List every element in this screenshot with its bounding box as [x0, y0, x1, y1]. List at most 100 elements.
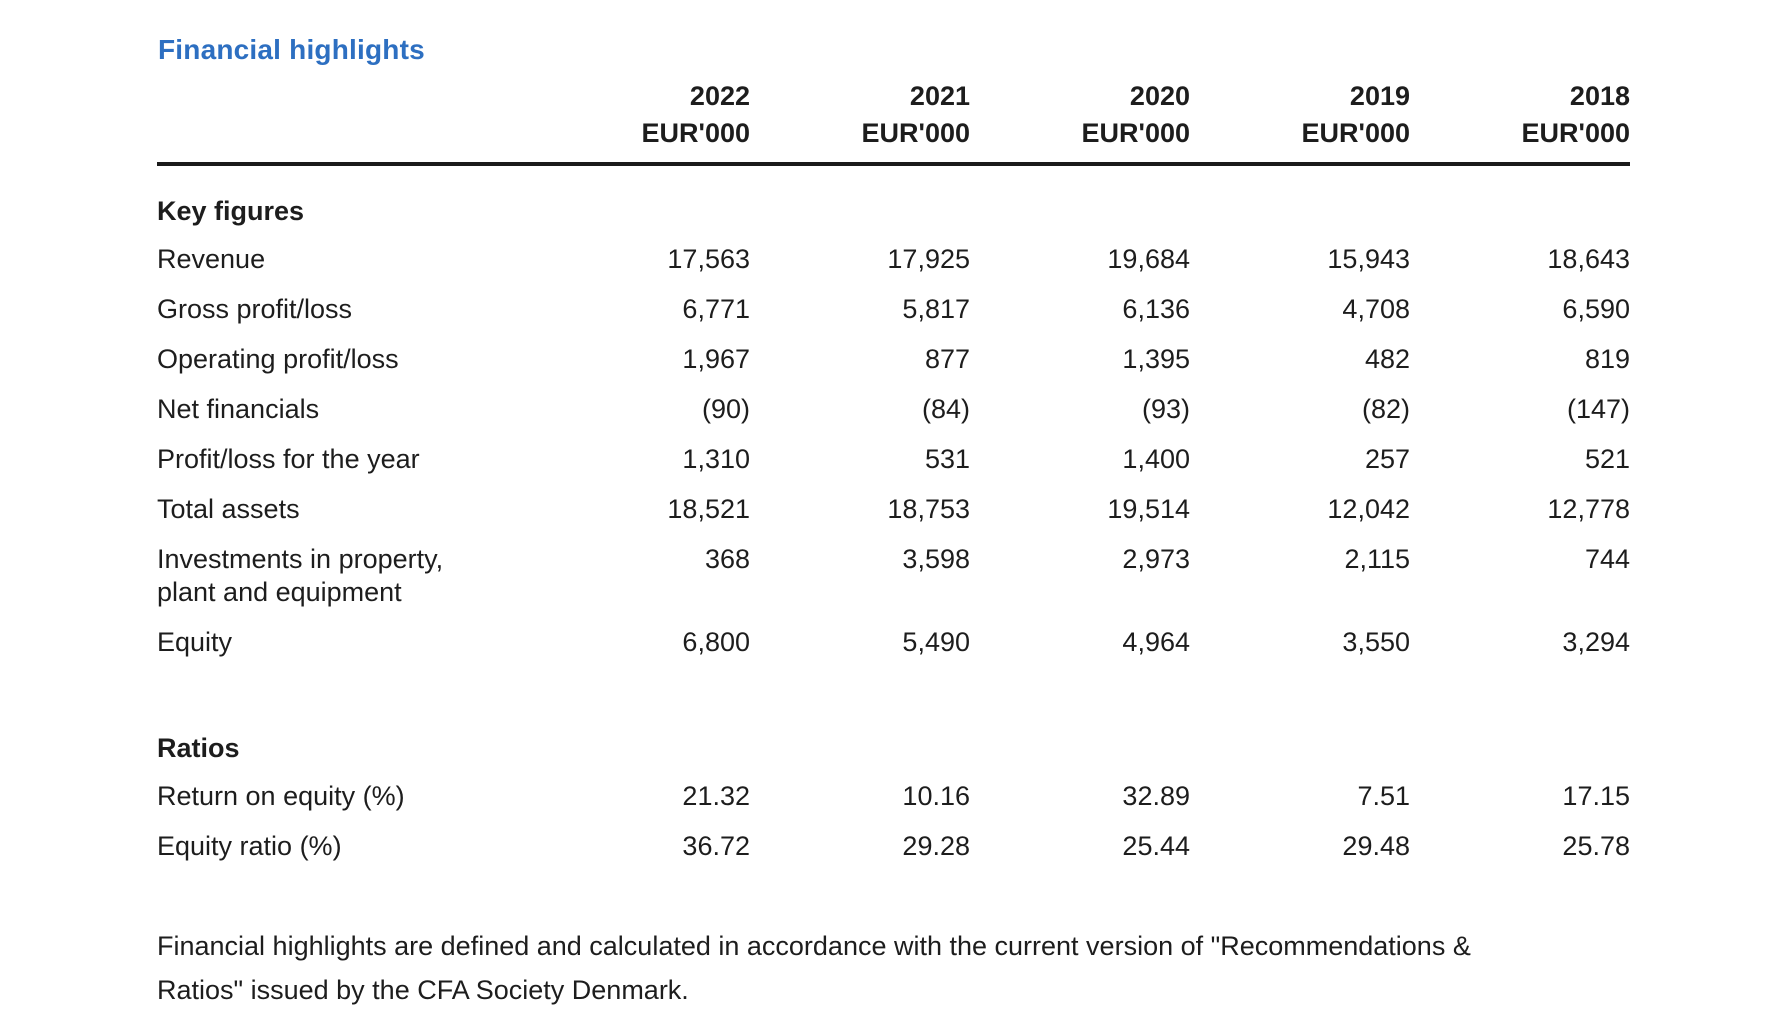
empty-cell	[1190, 668, 1410, 772]
unit-header-2021: EUR'000	[750, 115, 970, 166]
cell-value: 482	[1364, 344, 1410, 374]
financial-highlights-table: 2022 2021 2020 2019 2018 EUR'000 EUR'000 EUR'0…	[157, 78, 1630, 872]
table-row: Revenue 17,563 17,925 19,684 15,943 18,643	[157, 235, 1630, 285]
row-label: Net financials	[157, 394, 320, 424]
empty-cell	[970, 164, 1190, 235]
row-label: Equity ratio (%)	[157, 831, 342, 861]
table-row: Return on equity (%) 21.32 10.16 32.89 7.51 1…	[157, 772, 1630, 822]
row-label: Total assets	[157, 494, 300, 524]
table-header: 2022 2021 2020 2019 2018 EUR'000 EUR'000 EUR'0…	[157, 78, 1630, 166]
section-heading: Ratios	[157, 733, 240, 763]
cell-value: 19,514	[1107, 494, 1190, 524]
cell-value: 368	[704, 544, 750, 574]
table-body: Key figures Revenue 17,563 17,925 19,684 15,9…	[157, 164, 1630, 872]
row-label: Gross profit/loss	[157, 294, 353, 324]
footnote-line-2: Ratios" issued by the CFA Society Denmar…	[157, 975, 689, 1005]
section-heading: Key figures	[157, 196, 305, 226]
header-spacer	[157, 115, 530, 166]
unit-header-row: EUR'000 EUR'000 EUR'000 EUR'000 EUR'000	[157, 115, 1630, 166]
cell-value: 17.15	[1562, 781, 1630, 811]
cell-value: 17,563	[667, 244, 750, 274]
row-label: Revenue	[157, 244, 266, 274]
cell-value: 1,310	[682, 444, 750, 474]
row-label: Operating profit/loss	[157, 344, 399, 374]
cell-value: 18,521	[667, 494, 750, 524]
cell-value: 744	[1584, 544, 1630, 574]
unit-header-2019: EUR'000	[1190, 115, 1410, 166]
cell-value: 2,115	[1344, 544, 1410, 574]
cell-value: 4,708	[1342, 294, 1410, 324]
empty-cell	[530, 164, 750, 235]
year-header-2018: 2018	[1569, 81, 1630, 111]
empty-cell	[750, 668, 970, 772]
cell-value: 1,400	[1122, 444, 1190, 474]
table-row: Gross profit/loss 6,771 5,817 6,136 4,708 6,5…	[157, 285, 1630, 335]
row-label: Profit/loss for the year	[157, 444, 420, 474]
year-header-row: 2022 2021 2020 2019 2018	[157, 78, 1630, 115]
cell-value: 21.32	[682, 781, 750, 811]
cell-value: 25.44	[1122, 831, 1190, 861]
cell-value: 29.48	[1342, 831, 1410, 861]
cell-value: 1,395	[1122, 344, 1190, 374]
cell-value: 6,771	[682, 294, 750, 324]
cell-value: 6,590	[1562, 294, 1630, 324]
row-label: Return on equity (%)	[157, 781, 405, 811]
cell-value: 19,684	[1107, 244, 1190, 274]
cell-value: (82)	[1361, 394, 1410, 424]
cell-value: 18,643	[1547, 244, 1630, 274]
cell-value: 17,925	[887, 244, 970, 274]
cell-value: 12,042	[1327, 494, 1410, 524]
cell-value: 1,967	[682, 344, 750, 374]
row-label: Equity	[157, 627, 233, 657]
row-label: Investments in property, plant and equipm…	[157, 544, 444, 607]
cell-value: 18,753	[887, 494, 970, 524]
cell-value: (84)	[921, 394, 970, 424]
empty-cell	[970, 668, 1190, 772]
empty-cell	[750, 164, 970, 235]
section-heading-row: Key figures	[157, 164, 1630, 235]
cell-value: 29.28	[902, 831, 970, 861]
cell-value: 3,598	[902, 544, 970, 574]
financial-highlights-page: Financial highlights 2022 2021 2020 2019 201…	[157, 34, 1630, 1012]
page-title: Financial highlights	[158, 34, 425, 65]
cell-value: 6,136	[1122, 294, 1190, 324]
footnote: Financial highlights are defined and cal…	[157, 924, 1630, 1012]
unit-header-2022: EUR'000	[530, 115, 750, 166]
cell-value: 3,550	[1342, 627, 1410, 657]
cell-value: 7.51	[1357, 781, 1410, 811]
year-header-2021: 2021	[909, 81, 970, 111]
cell-value: (93)	[1141, 394, 1190, 424]
empty-cell	[1410, 164, 1630, 235]
cell-value: 36.72	[682, 831, 750, 861]
cell-value: 521	[1584, 444, 1630, 474]
empty-cell	[1190, 164, 1410, 235]
empty-cell	[530, 668, 750, 772]
cell-value: (90)	[701, 394, 750, 424]
empty-cell	[1410, 668, 1630, 772]
table-row: Total assets 18,521 18,753 19,514 12,042 12,7…	[157, 485, 1630, 535]
table-row: Operating profit/loss 1,967 877 1,395 482 819	[157, 335, 1630, 385]
table-row: Equity 6,800 5,490 4,964 3,550 3,294	[157, 618, 1630, 668]
cell-value: 12,778	[1547, 494, 1630, 524]
year-header-2022: 2022	[689, 81, 750, 111]
year-header-2019: 2019	[1349, 81, 1410, 111]
cell-value: (147)	[1566, 394, 1630, 424]
cell-value: 4,964	[1122, 627, 1190, 657]
cell-value: 25.78	[1562, 831, 1630, 861]
cell-value: 531	[924, 444, 970, 474]
unit-header-2020: EUR'000	[970, 115, 1190, 166]
cell-value: 5,490	[902, 627, 970, 657]
section-heading-row: Ratios	[157, 668, 1630, 772]
cell-value: 257	[1364, 444, 1410, 474]
cell-value: 877	[924, 344, 970, 374]
table-row: Net financials (90) (84) (93) (82) (147)	[157, 385, 1630, 435]
cell-value: 6,800	[682, 627, 750, 657]
cell-value: 5,817	[902, 294, 970, 324]
cell-value: 10.16	[902, 781, 970, 811]
footnote-line-1: Financial highlights are defined and cal…	[157, 931, 1471, 961]
header-spacer	[157, 78, 530, 115]
cell-value: 2,973	[1122, 544, 1190, 574]
cell-value: 819	[1584, 344, 1630, 374]
table-row: Profit/loss for the year 1,310 531 1,400 257…	[157, 435, 1630, 485]
unit-header-2018: EUR'000	[1410, 115, 1630, 166]
